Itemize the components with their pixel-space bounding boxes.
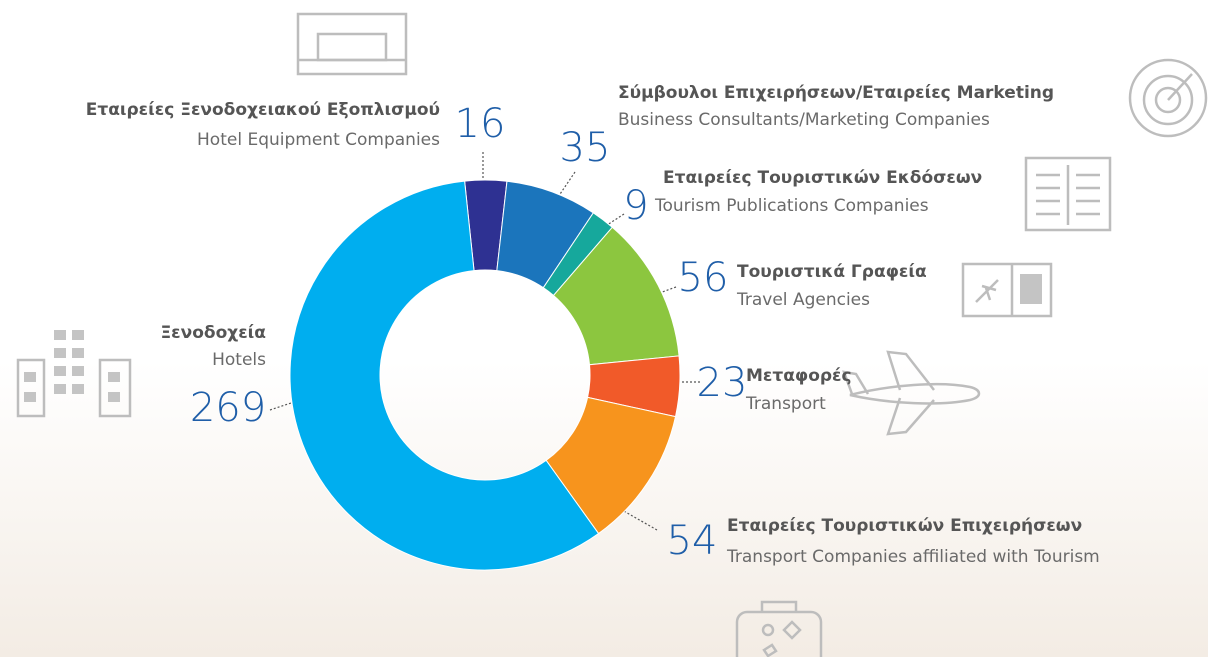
- category-label: Ξενοδοχεία: [160, 323, 266, 343]
- donut-slice: [289, 180, 600, 571]
- category-label-en: Transport: [745, 394, 826, 414]
- leader-line: [621, 509, 658, 531]
- category-label: Σύμβουλοι Επιχειρήσεων/Εταιρείες Marketi…: [618, 83, 1054, 103]
- category-label-en: Hotels: [212, 350, 266, 370]
- category-label: Εταιρείες Ξενοδοχειακού Εξοπλισμού: [86, 100, 440, 120]
- travel-icon: [961, 262, 1053, 318]
- category-label: Εταιρείες Τουριστικών Εκδόσεων: [663, 168, 982, 188]
- target-icon: [1128, 58, 1208, 138]
- value-label: 9: [623, 183, 648, 229]
- category-label-en: Hotel Equipment Companies: [197, 130, 440, 150]
- value-label: 269: [190, 385, 266, 431]
- building-icon: [16, 330, 132, 418]
- category-label-en: Transport Companies affiliated with Tour…: [726, 547, 1100, 567]
- category-label-en: Business Consultants/Marketing Companies: [618, 110, 990, 130]
- value-label: 23: [697, 360, 748, 406]
- book-icon: [1024, 156, 1112, 232]
- category-label-en: Travel Agencies: [736, 290, 870, 310]
- value-label: 16: [455, 101, 506, 147]
- plane-icon: [842, 350, 981, 436]
- value-label: 56: [678, 255, 729, 301]
- category-label-en: Tourism Publications Companies: [654, 196, 929, 216]
- value-label: 35: [560, 125, 611, 171]
- category-label: Μεταφορές: [746, 366, 852, 386]
- leader-line: [600, 213, 625, 230]
- category-label: Εταιρείες Τουριστικών Επιχειρήσεων: [727, 516, 1082, 536]
- luggage-icon: [735, 600, 823, 657]
- value-label: 54: [667, 518, 718, 564]
- sofa-icon: [296, 12, 408, 76]
- category-label: Τουριστικά Γραφεία: [737, 262, 927, 282]
